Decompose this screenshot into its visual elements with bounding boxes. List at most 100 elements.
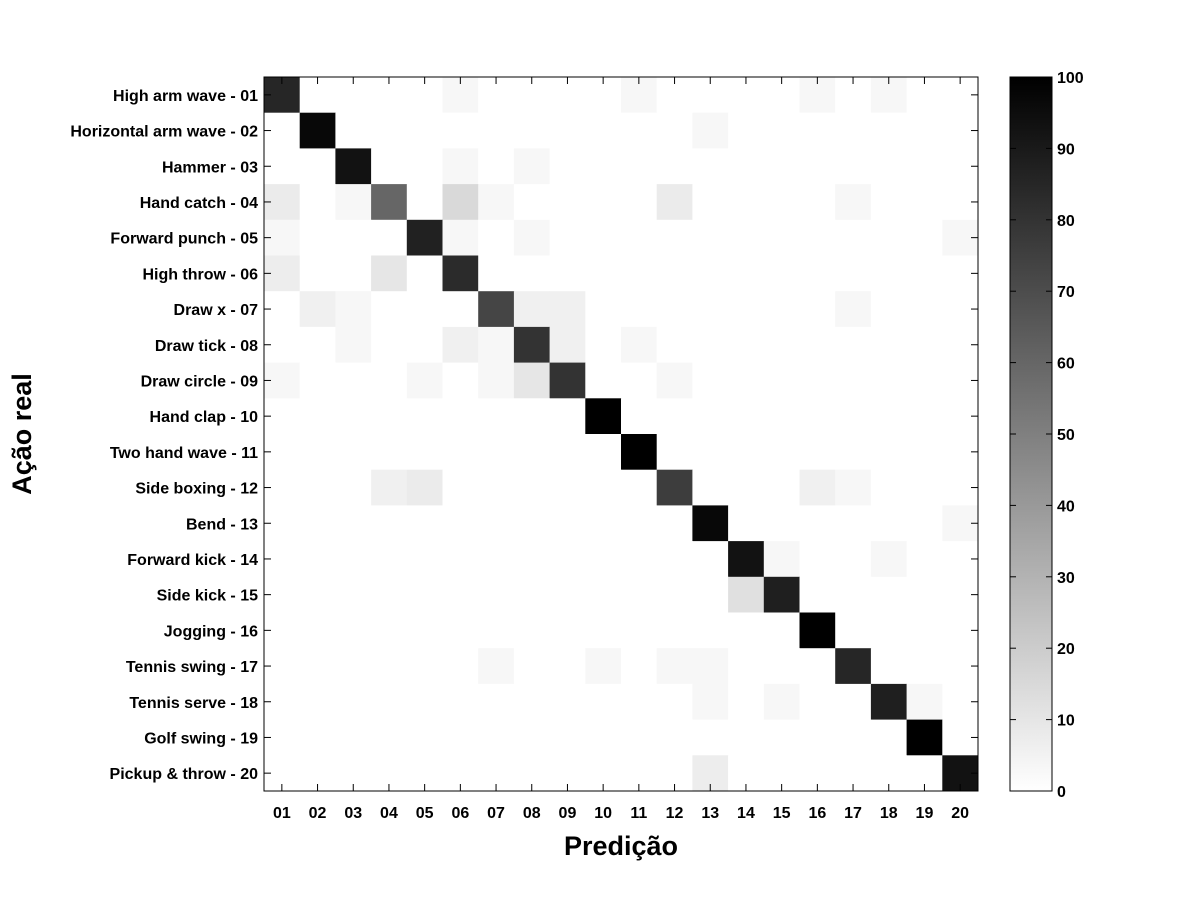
heatmap-cell xyxy=(335,719,372,756)
heatmap-cell xyxy=(621,112,658,149)
heatmap-cell xyxy=(513,184,550,221)
heatmap-cell xyxy=(442,184,479,221)
heatmap-cell xyxy=(728,219,765,256)
heatmap-cell xyxy=(335,184,372,221)
heatmap-cell xyxy=(585,576,622,613)
heatmap-cell xyxy=(299,326,336,363)
heatmap-cell xyxy=(621,719,658,756)
heatmap-cell xyxy=(799,434,836,471)
heatmap-cell xyxy=(870,291,907,328)
heatmap-cell xyxy=(442,148,479,185)
heatmap-cell xyxy=(870,255,907,292)
heatmap-cell xyxy=(621,648,658,685)
heatmap-cell xyxy=(692,291,729,328)
heatmap-cell xyxy=(335,434,372,471)
heatmap-cell xyxy=(870,576,907,613)
heatmap-cell xyxy=(442,576,479,613)
y-tick-label: Draw tick - 08 xyxy=(155,338,258,355)
heatmap-cell xyxy=(835,612,872,649)
heatmap-cell xyxy=(728,612,765,649)
heatmap-cell xyxy=(513,683,550,720)
heatmap-cell xyxy=(513,148,550,185)
heatmap-cell xyxy=(335,469,372,506)
colorbar-tick-label: 40 xyxy=(1057,498,1075,515)
heatmap-cell xyxy=(692,184,729,221)
heatmap-cell xyxy=(621,362,658,399)
heatmap-cell xyxy=(371,505,408,542)
heatmap-cell xyxy=(763,398,800,435)
y-tick-label: Hand clap - 10 xyxy=(150,409,259,426)
heatmap-cell xyxy=(335,612,372,649)
heatmap-cell xyxy=(728,469,765,506)
heatmap-cell xyxy=(478,612,515,649)
heatmap-cell xyxy=(799,112,836,149)
x-tick-label: 13 xyxy=(701,805,719,822)
heatmap-cell xyxy=(585,112,622,149)
heatmap-cell xyxy=(621,612,658,649)
x-tick-label: 07 xyxy=(487,805,505,822)
heatmap-cell xyxy=(406,219,443,256)
heatmap-cell xyxy=(299,255,336,292)
heatmap-cell xyxy=(835,541,872,578)
heatmap-cell xyxy=(585,291,622,328)
heatmap-cell xyxy=(549,362,586,399)
heatmap-cell xyxy=(728,362,765,399)
x-axis-ticks: 01 02 03 04 05 06 07 08 09 10 11 12 13 14 15 16 17 18 19 20 xyxy=(273,77,969,822)
heatmap-cell xyxy=(478,326,515,363)
heatmap-cell xyxy=(442,362,479,399)
heatmap-cell xyxy=(763,184,800,221)
heatmap-cell xyxy=(549,469,586,506)
heatmap-cell xyxy=(442,683,479,720)
heatmap-cell xyxy=(656,184,693,221)
heatmap-cell xyxy=(763,648,800,685)
heatmap-cell xyxy=(906,362,943,399)
heatmap-cell xyxy=(870,112,907,149)
heatmap-cell xyxy=(406,719,443,756)
heatmap-cell xyxy=(406,434,443,471)
heatmap-cell xyxy=(442,612,479,649)
heatmap-cell xyxy=(442,469,479,506)
heatmap-cell xyxy=(799,576,836,613)
x-tick-label: 19 xyxy=(916,805,934,822)
heatmap-cell xyxy=(299,362,336,399)
heatmap-cell xyxy=(906,469,943,506)
heatmap-cell xyxy=(870,541,907,578)
heatmap-cell xyxy=(299,398,336,435)
heatmap-cell xyxy=(585,326,622,363)
heatmap-cell xyxy=(442,648,479,685)
heatmap-cell xyxy=(906,112,943,149)
x-tick-label: 15 xyxy=(773,805,791,822)
heatmap-cell xyxy=(621,398,658,435)
heatmap-cell xyxy=(621,434,658,471)
heatmap-cell xyxy=(335,291,372,328)
heatmap-cell xyxy=(478,184,515,221)
heatmap-cell xyxy=(549,434,586,471)
x-tick-label: 03 xyxy=(344,805,362,822)
heatmap-cell xyxy=(692,434,729,471)
heatmap-cell xyxy=(728,434,765,471)
plot-frame xyxy=(263,76,979,792)
heatmap-cell xyxy=(513,219,550,256)
heatmap-cell xyxy=(513,255,550,292)
heatmap-cell xyxy=(763,219,800,256)
heatmap-cell xyxy=(728,148,765,185)
heatmap-cell xyxy=(692,469,729,506)
heatmap-cell xyxy=(692,505,729,542)
heatmap-cell xyxy=(692,255,729,292)
heatmap-cell xyxy=(763,719,800,756)
heatmap-cell xyxy=(870,469,907,506)
heatmap-cell xyxy=(299,648,336,685)
heatmap-cell xyxy=(442,255,479,292)
heatmap-cell xyxy=(763,148,800,185)
heatmap-cell xyxy=(906,184,943,221)
heatmap-cell xyxy=(513,469,550,506)
heatmap-cell xyxy=(371,184,408,221)
x-tick-label: 16 xyxy=(808,805,826,822)
heatmap-cell xyxy=(513,648,550,685)
heatmap-cell xyxy=(513,719,550,756)
heatmap-cell xyxy=(835,326,872,363)
heatmap-cell xyxy=(870,326,907,363)
heatmap-cell xyxy=(621,326,658,363)
heatmap-cell xyxy=(835,576,872,613)
heatmap-cell xyxy=(585,541,622,578)
